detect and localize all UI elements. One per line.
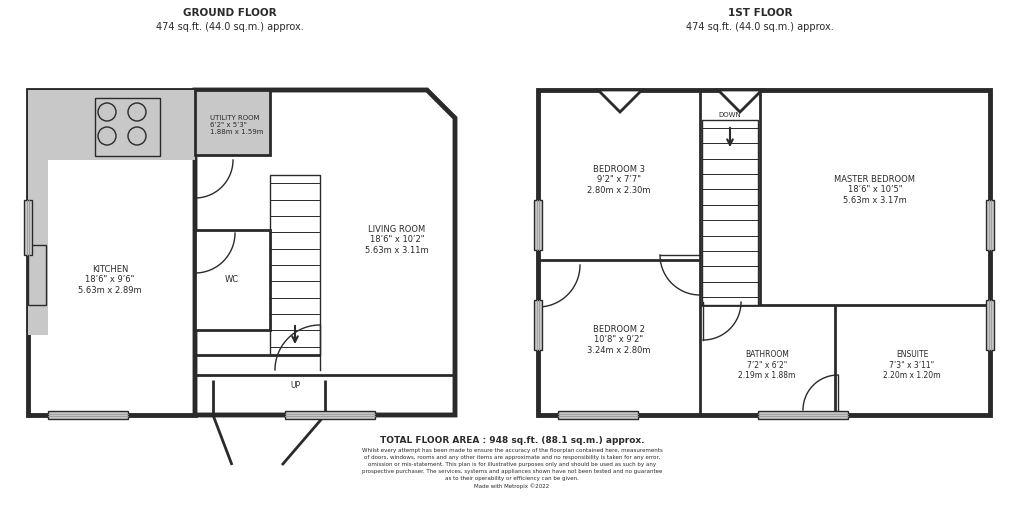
Text: MASTER BEDROOM
18’6" x 10’5"
5.63m x 3.17m: MASTER BEDROOM 18’6" x 10’5" 5.63m x 3.1… [835,175,915,205]
Text: UP: UP [290,381,300,390]
Text: DOWN: DOWN [719,112,741,118]
Text: TOTAL FLOOR AREA : 948 sq.ft. (88.1 sq.m.) approx.: TOTAL FLOOR AREA : 948 sq.ft. (88.1 sq.m… [380,436,644,445]
Bar [558,411,638,419]
Text: BEDROOM 3
9’2" x 7’7"
2.80m x 2.30m: BEDROOM 3 9’2" x 7’7" 2.80m x 2.30m [587,165,650,195]
Text: BATHROOM
7’2" x 6’2"
2.19m x 1.88m: BATHROOM 7’2" x 6’2" 2.19m x 1.88m [738,350,796,380]
Text: UTILITY ROOM
6’2" x 5’3"
1.88m x 1.59m: UTILITY ROOM 6’2" x 5’3" 1.88m x 1.59m [210,115,263,135]
Bar [24,200,32,255]
Bar [702,120,758,305]
Text: KITCHEN
18’6" x 9’6"
5.63m x 2.89m: KITCHEN 18’6" x 9’6" 5.63m x 2.89m [78,265,141,295]
Text: ENSUITE
7’3" x 3’11"
2.20m x 1.20m: ENSUITE 7’3" x 3’11" 2.20m x 1.20m [884,350,941,380]
Text: GROUND FLOOR: GROUND FLOOR [183,8,276,18]
Text: LIVING ROOM
18’6" x 10’2"
5.63m x 3.11m: LIVING ROOM 18’6" x 10’2" 5.63m x 3.11m [366,225,429,255]
Bar [285,411,375,419]
Polygon shape [718,90,762,112]
Bar [48,411,128,419]
Bar [28,90,195,160]
Bar [758,411,848,419]
Bar [986,300,994,350]
Bar [28,90,195,415]
Bar [28,245,46,305]
Text: Whilst every attempt has been made to ensure the accuracy of the floorplan conta: Whilst every attempt has been made to en… [361,448,663,489]
Bar [534,300,542,350]
Bar [534,200,542,250]
Bar [28,160,48,335]
Bar [195,230,270,330]
Text: WC: WC [225,276,239,285]
Polygon shape [598,90,642,112]
Polygon shape [195,90,455,415]
Text: 474 sq.ft. (44.0 sq.m.) approx.: 474 sq.ft. (44.0 sq.m.) approx. [686,22,834,32]
Bar [986,200,994,250]
Text: 474 sq.ft. (44.0 sq.m.) approx.: 474 sq.ft. (44.0 sq.m.) approx. [156,22,304,32]
Text: BEDROOM 2
10’8" x 9’2"
3.24m x 2.80m: BEDROOM 2 10’8" x 9’2" 3.24m x 2.80m [587,325,650,355]
Bar [195,90,270,155]
Text: 1ST FLOOR: 1ST FLOOR [728,8,793,18]
Bar [95,98,160,156]
Bar [270,175,319,355]
Bar [538,90,990,415]
